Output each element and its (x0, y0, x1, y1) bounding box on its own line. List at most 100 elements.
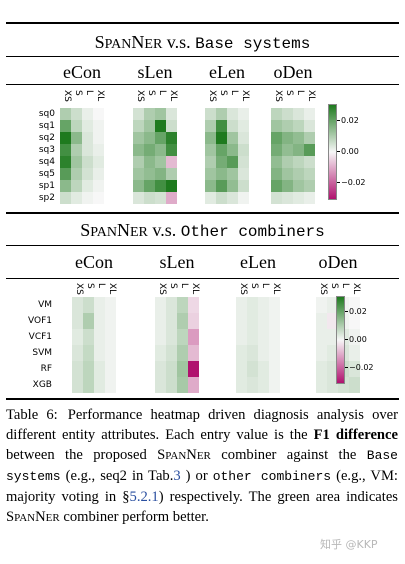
heatmap-cell (144, 180, 155, 192)
heatmap-cell (83, 345, 94, 361)
column-label: S (248, 283, 259, 289)
heatmap-cell (166, 192, 177, 204)
heatmap-cell (166, 132, 177, 144)
column-label: L (95, 283, 106, 289)
column-label: XL (94, 90, 105, 102)
column-label: S (167, 283, 178, 289)
heatmap-cell (349, 361, 360, 377)
heatmap-cell (177, 329, 188, 345)
group-header-elen: eLen (209, 62, 245, 82)
column-label: L (294, 90, 305, 96)
heatmap-cell (349, 329, 360, 345)
panel-title-other: SPANNER v.s. Other combiners (80, 220, 325, 241)
heatmap-cell (282, 156, 293, 168)
heatmap-cell (72, 377, 83, 393)
heatmap-cell (93, 108, 104, 120)
heatmap-cell (258, 377, 269, 393)
heatmap-cell (60, 168, 71, 180)
heatmap-cell (316, 345, 327, 361)
row-label: sq2 (38, 132, 55, 143)
row-label: VCF1 (28, 331, 52, 342)
heatmap-cell (304, 156, 315, 168)
heatmap-cell (238, 168, 249, 180)
heatmap-cell (144, 132, 155, 144)
column-label: S (84, 283, 95, 289)
heatmap-cell (188, 377, 199, 393)
heatmap-cell (133, 132, 144, 144)
heatmap-cell (133, 180, 144, 192)
heatmap-cell (316, 313, 327, 329)
spanner-name: SPANNER (157, 447, 211, 463)
heatmap-cell (271, 108, 282, 120)
heatmap-cell (205, 192, 216, 204)
heatmap-cell (227, 132, 238, 144)
group-header-rule (6, 84, 399, 85)
heatmap-cell (60, 180, 71, 192)
heatmap-cell (82, 180, 93, 192)
heatmap-cell (133, 192, 144, 204)
heatmap-cell (133, 108, 144, 120)
heatmap-cell (94, 297, 105, 313)
heatmap-cell (166, 361, 177, 377)
heatmap-cell (83, 361, 94, 377)
heatmap-cell (93, 192, 104, 204)
heatmap-cell (271, 120, 282, 132)
heatmap-cell (166, 313, 177, 329)
column-label: S (145, 90, 156, 96)
heatmap-cell (105, 345, 116, 361)
heatmap-cell (105, 297, 116, 313)
heatmap-cell (166, 180, 177, 192)
heatmap-cell (327, 361, 338, 377)
heatmap-cell (293, 120, 304, 132)
heatmap-cell (316, 297, 327, 313)
heatmap-cell (271, 180, 282, 192)
heatmap-cell (72, 361, 83, 377)
heatmap-cell (166, 108, 177, 120)
table-ref-link[interactable]: 3 (173, 468, 181, 484)
heatmap-cell (282, 144, 293, 156)
heatmap-cell (269, 377, 280, 393)
heatmap-cell (304, 168, 315, 180)
heatmap-cell (247, 329, 258, 345)
heatmap-cell (166, 329, 177, 345)
heatmap-cell (144, 120, 155, 132)
heatmap-cell (155, 180, 166, 192)
heatmap-cell (227, 168, 238, 180)
heatmap-cell (349, 377, 360, 393)
heatmap-cell (236, 345, 247, 361)
heatmap-cell (205, 180, 216, 192)
heatmap-cell (72, 313, 83, 329)
heatmap-cell (282, 180, 293, 192)
heatmap-cell (82, 144, 93, 156)
heatmap-cell (177, 313, 188, 329)
heatmap-cell (247, 297, 258, 313)
heatmap-cell (271, 156, 282, 168)
heatmap-cell (83, 313, 94, 329)
heatmap-cell (83, 377, 94, 393)
group-header-slen: sLen (159, 252, 195, 272)
heatmap-cell (216, 132, 227, 144)
heatmap-cell (304, 144, 315, 156)
heatmap-cell (82, 192, 93, 204)
heatmap-cell (238, 120, 249, 132)
column-label: XS (237, 283, 248, 295)
heatmap-cell (227, 120, 238, 132)
heatmap-cell (269, 313, 280, 329)
heatmap-cell (166, 120, 177, 132)
section-ref-link[interactable]: 5.2.1 (129, 489, 159, 505)
heatmap-cell (82, 108, 93, 120)
group-header-rule (6, 278, 399, 279)
heatmap-cell (327, 297, 338, 313)
heatmap-cell (282, 168, 293, 180)
heatmap-cell (236, 297, 247, 313)
bottom-rule (6, 398, 399, 400)
heatmap-cell (258, 329, 269, 345)
heatmap-cell (236, 377, 247, 393)
heatmap-cell (93, 180, 104, 192)
heatmap-cell (227, 192, 238, 204)
spanner-name: SPANNER (80, 220, 148, 240)
heatmap-cell (105, 313, 116, 329)
heatmap-cell (247, 313, 258, 329)
heatmap-cell (205, 168, 216, 180)
heatmap-cell (293, 108, 304, 120)
